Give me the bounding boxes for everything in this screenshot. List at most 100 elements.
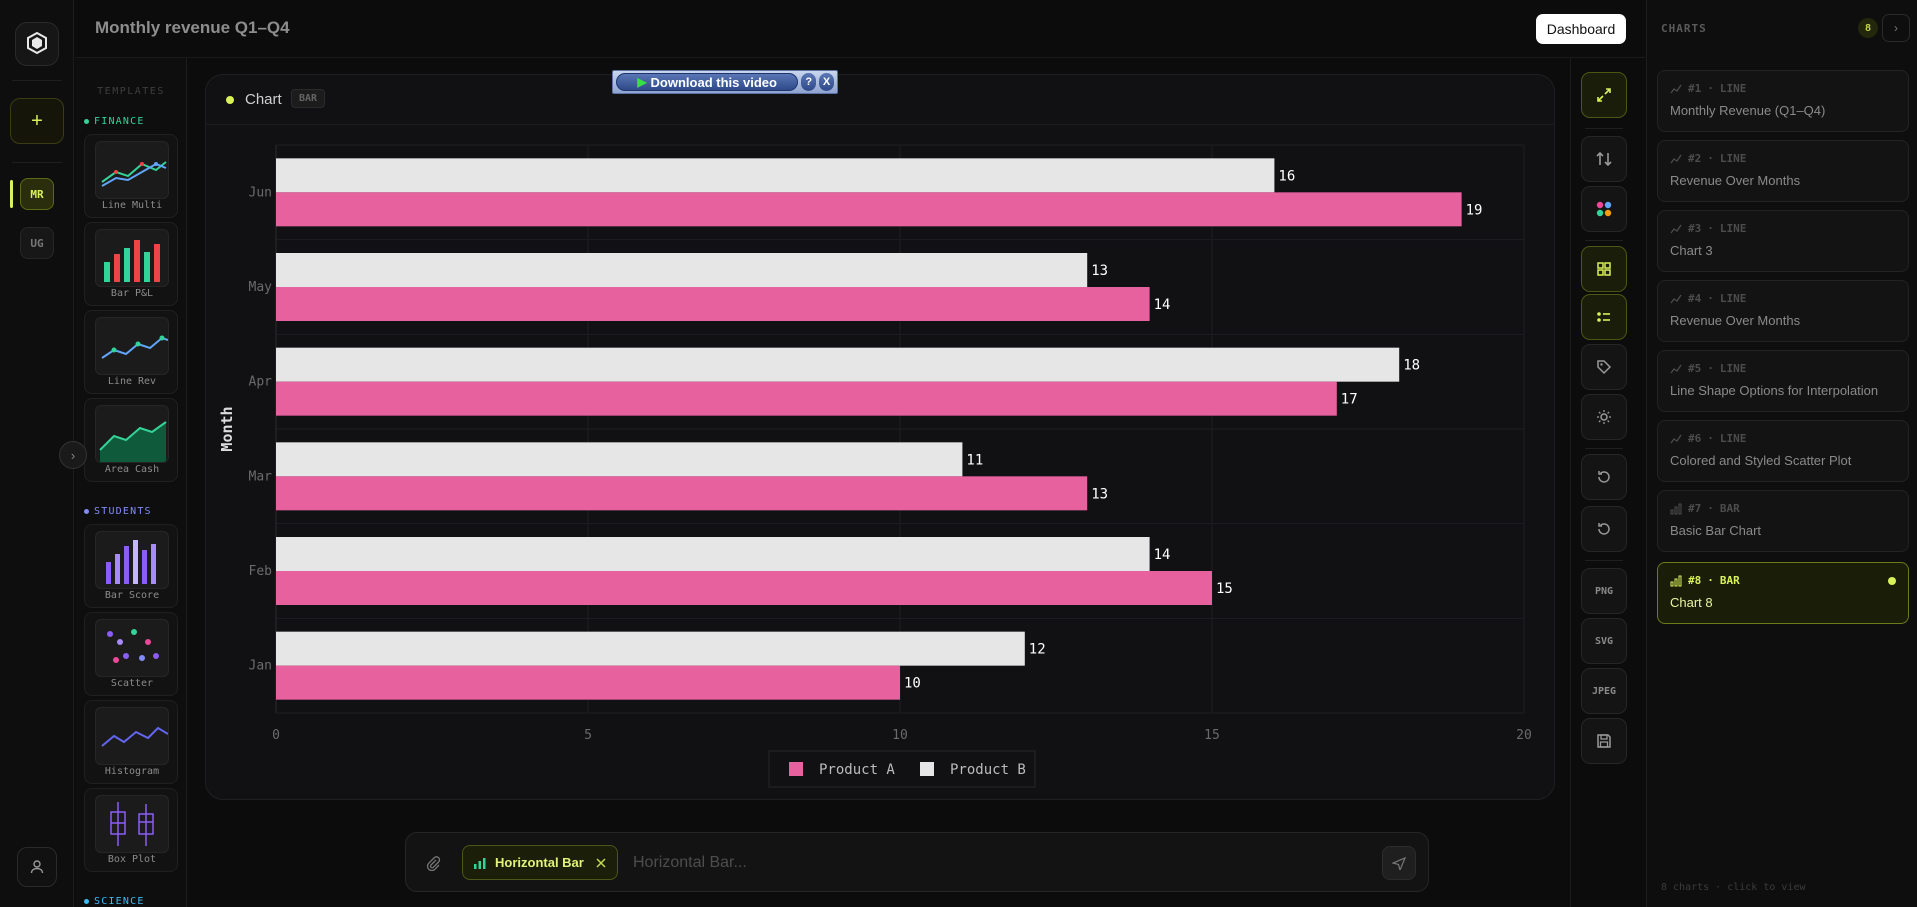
fullscreen-button[interactable]: [1581, 72, 1627, 118]
chart-list-item[interactable]: #6 · LINE Colored and Styled Scatter Plot: [1657, 420, 1909, 482]
chart-item-number: #5: [1688, 362, 1702, 375]
charts-count-badge: 8: [1858, 18, 1878, 38]
app-logo-icon[interactable]: [15, 22, 59, 66]
y-tick-label: Mar: [249, 469, 273, 484]
send-button[interactable]: [1382, 846, 1416, 880]
template-histogram[interactable]: Histogram: [84, 700, 178, 784]
legend-toggle-button[interactable]: [1581, 294, 1627, 340]
line-chart-icon: [1670, 84, 1682, 93]
template-area-cash[interactable]: Area Cash: [84, 398, 178, 482]
chart-list-item[interactable]: #7 · BAR Basic Bar Chart: [1657, 490, 1909, 552]
chart-item-meta: #8 · BAR: [1670, 574, 1740, 587]
user-icon: [30, 860, 44, 874]
scatter-chart-thumbnail-icon: [95, 619, 169, 677]
undo-button[interactable]: [1581, 454, 1627, 500]
meta-separator: ·: [1707, 362, 1714, 375]
project-button-ug[interactable]: UG: [20, 227, 54, 259]
template-label: Area Cash: [104, 464, 160, 475]
section-dot: [84, 119, 89, 124]
line-chart-icon: [1670, 224, 1682, 233]
legend-list-icon: [1597, 312, 1610, 322]
new-project-button[interactable]: +: [10, 98, 64, 144]
bar-product-b: [276, 253, 1088, 287]
template-line-rev[interactable]: Line Rev: [84, 310, 178, 394]
template-scatter[interactable]: Scatter: [84, 612, 178, 696]
active-indicator-dot: [1888, 577, 1896, 585]
export-svg-button[interactable]: SVG: [1581, 618, 1627, 664]
line-chart-icon: [1670, 364, 1682, 373]
template-bar-pl[interactable]: Bar P&L: [84, 222, 178, 306]
bar-product-a: [276, 571, 1212, 605]
labels-toggle-button[interactable]: [1581, 344, 1627, 390]
project-button-mr[interactable]: MR: [20, 178, 54, 210]
reset-button[interactable]: [1581, 506, 1627, 552]
template-line-multi[interactable]: Line Multi: [84, 134, 178, 218]
undo-icon: [1598, 471, 1610, 483]
chart-type-chip[interactable]: Horizontal Bar: [462, 845, 618, 880]
chart-item-name: Chart 3: [1670, 243, 1713, 258]
meta-separator: ·: [1707, 82, 1714, 95]
prompt-input[interactable]: [633, 851, 1373, 875]
charts-panel-title: CHARTS: [1661, 22, 1707, 35]
header: Monthly revenue Q1–Q4 Dashboard: [75, 0, 1645, 58]
chart-card: Chart BAR Jan 12 10 Feb 14 15 Mar 11 13 Apr 18 17 Ma…: [205, 74, 1555, 800]
close-download-bar-button[interactable]: X: [819, 73, 834, 91]
bar-product-a: [276, 665, 900, 700]
chart-item-number: #7: [1688, 502, 1702, 515]
chart-item-type: LINE: [1719, 82, 1747, 95]
chart-type-chip-label: Horizontal Bar: [495, 855, 584, 870]
chart-list-item[interactable]: #3 · LINE Chart 3: [1657, 210, 1909, 272]
chart-item-meta: #2 · LINE: [1670, 152, 1746, 165]
chart-list-item[interactable]: #2 · LINE Revenue Over Months: [1657, 140, 1909, 202]
save-button[interactable]: [1581, 718, 1627, 764]
section-finance: FINANCE: [84, 116, 145, 127]
data-label: 17: [1341, 392, 1358, 408]
theme-toggle-button[interactable]: [1581, 394, 1627, 440]
template-box-plot[interactable]: Box Plot: [84, 788, 178, 872]
chart-item-number: #6: [1688, 432, 1702, 445]
x-tick-label: 0: [272, 728, 280, 743]
color-palette-button[interactable]: [1581, 186, 1627, 232]
send-icon: [1392, 856, 1406, 870]
line-chart-icon: [1670, 294, 1682, 303]
template-label: Box Plot: [107, 854, 157, 865]
template-label: Line Rev: [107, 376, 157, 387]
bar-product-a: [276, 381, 1337, 416]
download-label: Download this video: [650, 74, 777, 90]
line-chart-thumbnail-icon: [95, 317, 169, 375]
grid-toggle-button[interactable]: [1581, 246, 1627, 292]
meta-separator: ·: [1707, 152, 1714, 165]
grid-icon: [1597, 262, 1611, 276]
expand-templates-button[interactable]: ›: [59, 441, 87, 469]
template-bar-score[interactable]: Bar Score: [84, 524, 178, 608]
rail-divider: [12, 80, 62, 81]
chart-list-item[interactable]: #1 · LINE Monthly Revenue (Q1–Q4): [1657, 70, 1909, 132]
export-png-button[interactable]: PNG: [1581, 568, 1627, 614]
swap-axes-button[interactable]: [1581, 136, 1627, 182]
chart-item-number: #2: [1688, 152, 1702, 165]
chart-item-type: LINE: [1719, 292, 1747, 305]
chart-list-item[interactable]: #8 · BAR Chart 8: [1657, 562, 1909, 624]
x-tick-label: 20: [1516, 728, 1532, 743]
histogram-thumbnail-icon: [95, 707, 169, 765]
collapse-panel-button[interactable]: ›: [1882, 14, 1910, 42]
bar-product-a: [276, 476, 1088, 511]
save-icon: [1597, 734, 1611, 748]
dashboard-button[interactable]: Dashboard: [1536, 14, 1626, 44]
help-button[interactable]: ?: [801, 73, 817, 91]
chart-list-item[interactable]: #4 · LINE Revenue Over Months: [1657, 280, 1909, 342]
attach-button[interactable]: [422, 852, 444, 874]
y-tick-label: May: [249, 280, 273, 295]
chart-list-item[interactable]: #5 · LINE Line Shape Options for Interpola…: [1657, 350, 1909, 412]
toolbar-divider: [1585, 240, 1623, 241]
chart-item-type: BAR: [1719, 574, 1740, 587]
user-profile-button[interactable]: [17, 847, 57, 887]
palette-icon: [1596, 201, 1612, 217]
section-dot: [84, 509, 89, 514]
download-video-button[interactable]: ▶ Download this video: [616, 73, 799, 91]
legend-swatch-product-b: [920, 762, 934, 776]
close-icon[interactable]: [594, 856, 608, 870]
chart-item-meta: #5 · LINE: [1670, 362, 1746, 375]
export-jpeg-button[interactable]: JPEG: [1581, 668, 1627, 714]
chart-item-number: #3: [1688, 222, 1702, 235]
